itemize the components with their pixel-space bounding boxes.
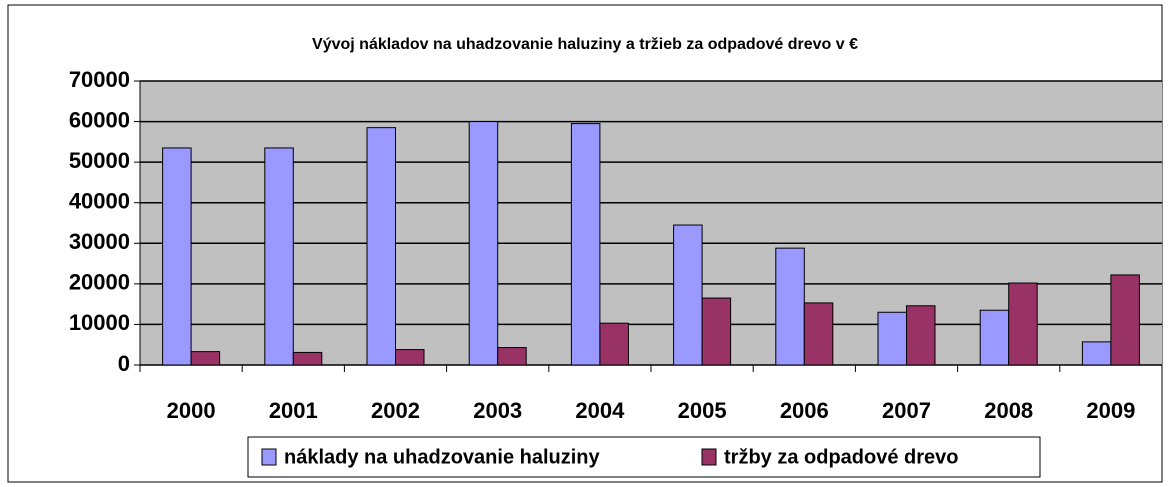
x-tick-label: 2007	[882, 398, 931, 423]
bar	[497, 347, 527, 366]
x-tick-label: 2008	[984, 398, 1033, 423]
bar	[190, 351, 221, 366]
bar	[468, 121, 499, 366]
legend-label: náklady na uhadzovanie haluziny	[284, 446, 601, 468]
bar	[1081, 341, 1112, 366]
y-tick-label: 10000	[69, 310, 130, 335]
bar	[395, 349, 425, 366]
legend-swatch	[701, 448, 717, 466]
y-tick-label: 20000	[69, 270, 130, 295]
bar	[599, 322, 629, 366]
x-tick-label: 2006	[780, 398, 829, 423]
legend-label: tržby za odpadové drevo	[724, 446, 959, 468]
bar	[162, 147, 192, 366]
x-tick-label: 2002	[371, 398, 420, 423]
chart-title: Vývoj nákladov na uhadzovanie haluziny a…	[312, 36, 858, 53]
bar	[877, 311, 907, 366]
x-tick-label: 2005	[678, 398, 727, 423]
bar	[979, 309, 1010, 366]
bar	[1008, 282, 1038, 366]
bar	[292, 351, 323, 366]
x-tick-label: 2009	[1086, 398, 1135, 423]
legend-frame	[247, 436, 1041, 478]
x-tick-label: 2000	[167, 398, 216, 423]
y-tick-label: 70000	[69, 67, 130, 92]
bar	[701, 297, 732, 366]
legend-swatch	[261, 448, 277, 466]
bar	[673, 224, 703, 366]
bar	[264, 147, 294, 366]
bar	[906, 305, 936, 366]
bar	[366, 127, 396, 366]
y-tick-label: 30000	[69, 229, 130, 254]
x-tick-label: 2001	[269, 398, 318, 423]
bar	[803, 302, 834, 366]
bar	[775, 247, 805, 366]
y-tick-label: 0	[118, 351, 130, 376]
x-tick-label: 2003	[473, 398, 522, 423]
bar	[1110, 274, 1140, 366]
x-tick-label: 2004	[575, 398, 625, 423]
y-tick-label: 60000	[69, 107, 130, 132]
y-tick-label: 50000	[69, 148, 130, 173]
y-tick-label: 40000	[69, 189, 130, 214]
bar	[570, 123, 601, 366]
